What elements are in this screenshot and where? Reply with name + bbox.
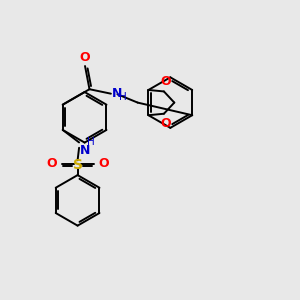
Text: O: O [98, 157, 109, 170]
Text: S: S [73, 158, 82, 172]
Text: O: O [46, 157, 57, 170]
Text: N: N [112, 87, 122, 100]
Text: H: H [87, 137, 95, 147]
Text: N: N [80, 144, 90, 157]
Text: O: O [160, 117, 171, 130]
Text: H: H [119, 92, 127, 102]
Text: O: O [160, 76, 171, 88]
Text: O: O [80, 51, 90, 64]
